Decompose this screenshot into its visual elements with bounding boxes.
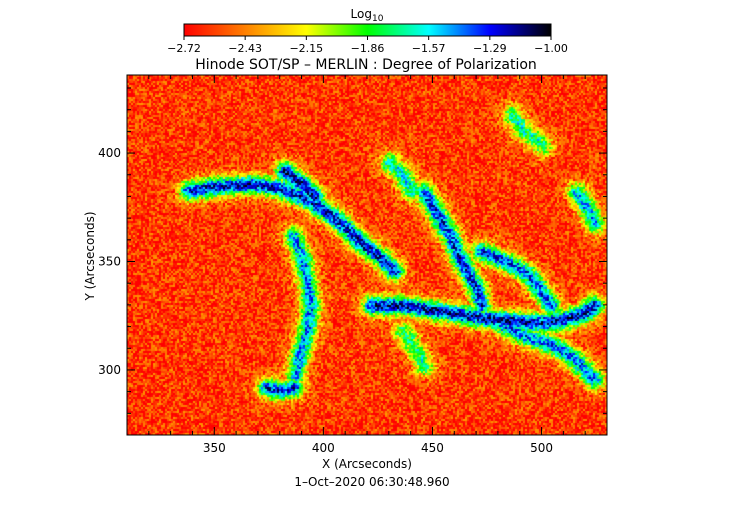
colorbar-tick-label: −2.43	[228, 42, 262, 55]
colorbar-tick-label: −1.29	[473, 42, 507, 55]
y-tick-label: 400	[98, 146, 121, 160]
x-tick-label: 500	[530, 441, 553, 455]
colorbar-tick-label: −1.57	[412, 42, 446, 55]
heatmap-image-container	[127, 75, 607, 435]
observation-timestamp: 1–Oct–2020 06:30:48.960	[294, 475, 449, 489]
x-tick-label: 450	[421, 441, 444, 455]
x-tick-label: 350	[203, 441, 226, 455]
colorbar-label-base: Log	[351, 7, 372, 21]
chart-title: Hinode SOT/SP – MERLIN : Degree of Polar…	[195, 57, 537, 73]
heatmap-image	[127, 75, 607, 435]
y-axis-label: Y (Arcseconds)	[83, 211, 97, 301]
colorbar-label: Log10	[351, 7, 384, 24]
colorbar-bar	[183, 23, 552, 37]
y-tick-label: 300	[98, 363, 121, 377]
colorbar: Log10 −2.72 −2.43 −2.15 −1.86 −1.57 −1.29 −1.0…	[167, 7, 568, 55]
colorbar-label-subscript: 10	[372, 14, 384, 24]
colorbar-tick-label: −1.00	[534, 42, 568, 55]
colorbar-tick-label: −2.72	[167, 42, 201, 55]
x-axis-label: X (Arcseconds)	[322, 457, 412, 471]
plot-area: 350 400 450 500 300 350 400	[98, 74, 608, 455]
colorbar-tick-label: −1.86	[351, 42, 385, 55]
axis-ticks: 350 400 450 500 300 350 400	[98, 75, 608, 455]
colorbar-ticks: −2.72 −2.43 −2.15 −1.86 −1.57 −1.29 −1.00	[167, 36, 568, 55]
colorbar-tick-label: −2.15	[289, 42, 323, 55]
x-tick-label: 400	[312, 441, 335, 455]
y-tick-label: 350	[98, 255, 121, 269]
